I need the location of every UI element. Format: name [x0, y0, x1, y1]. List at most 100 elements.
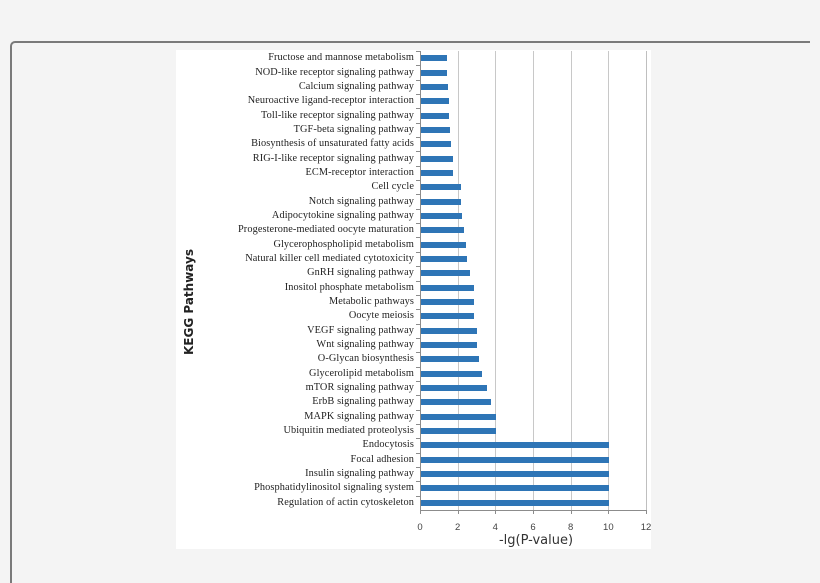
x-tick-label: 4: [492, 522, 498, 533]
y-tick-mark: [416, 122, 420, 124]
y-tick-mark: [416, 237, 420, 239]
x-tick-mark: [570, 510, 572, 514]
bar: [421, 413, 497, 420]
chart-figure: Fructose and mannose metabolism NOD-like …: [176, 50, 651, 549]
y-tick-mark: [416, 337, 420, 339]
bar: [421, 69, 448, 76]
frame-edge: [810, 36, 820, 46]
y-tick-mark: [416, 423, 420, 425]
y-axis-title: KEGG Pathways: [182, 249, 196, 356]
gridline: [570, 51, 572, 510]
category-label: GnRH signaling pathway: [307, 267, 414, 279]
bar: [421, 169, 454, 176]
bar: [421, 227, 465, 234]
y-tick-mark: [416, 481, 420, 483]
category-label: Inositol phosphate metabolism: [284, 281, 414, 293]
gridline: [608, 51, 610, 510]
category-label: ECM-receptor interaction: [305, 166, 414, 178]
y-tick-mark: [416, 395, 420, 397]
category-label: Wnt signaling pathway: [316, 339, 414, 351]
category-label: VEGF signaling pathway: [307, 324, 414, 336]
category-label: Endocytosis: [362, 439, 414, 451]
category-label: Adipocytokine signaling pathway: [271, 209, 414, 221]
category-label: RIG-I-like receptor signaling pathway: [252, 152, 414, 164]
x-tick-label: 12: [640, 522, 652, 533]
bar: [421, 370, 483, 377]
y-tick-mark: [416, 94, 420, 96]
bar: [421, 385, 487, 392]
x-tick-mark: [495, 510, 497, 514]
y-tick-mark: [416, 352, 420, 354]
bar: [421, 270, 470, 277]
y-tick-mark: [416, 180, 420, 182]
x-tick-mark: [457, 510, 459, 514]
bar: [421, 155, 454, 162]
y-tick-mark: [416, 266, 420, 268]
category-label: Phosphatidylinositol signaling system: [254, 482, 414, 494]
bar: [421, 284, 474, 291]
category-label: Natural killer cell mediated cytotoxicit…: [245, 252, 414, 264]
y-tick-mark: [416, 452, 420, 454]
category-label: Biosynthesis of unsaturated fatty acids: [251, 138, 414, 150]
category-label: Calcium signaling pathway: [298, 80, 414, 92]
category-label: Progesterone-mediated oocyte maturation: [237, 224, 414, 236]
bar: [421, 313, 474, 320]
bar: [421, 456, 610, 463]
x-tick-mark: [420, 510, 421, 514]
bar: [421, 327, 477, 334]
x-tick-mark: [646, 510, 647, 514]
gridline: [495, 51, 497, 510]
y-tick-mark: [416, 380, 420, 382]
category-label: ErbB signaling pathway: [312, 396, 414, 408]
category-label: Insulin signaling pathway: [305, 468, 414, 480]
bar: [421, 241, 467, 248]
bar: [421, 141, 452, 148]
bar: [421, 184, 462, 191]
category-label: Metabolic pathways: [328, 296, 414, 308]
gridline: [533, 51, 534, 510]
y-tick-mark: [416, 108, 420, 110]
category-label: Oocyte meiosis: [348, 310, 414, 322]
bar: [421, 442, 610, 449]
bar: [421, 255, 468, 262]
x-tick-label: 8: [568, 522, 574, 533]
y-tick-mark: [416, 366, 420, 368]
y-tick-mark: [416, 151, 420, 153]
y-tick-mark: [416, 223, 420, 225]
y-tick-mark: [416, 208, 420, 210]
y-tick-mark: [416, 79, 420, 81]
bar: [421, 83, 449, 90]
category-label: O-Glycan biosynthesis: [317, 353, 414, 365]
category-label: Toll-like receptor signaling pathway: [261, 109, 414, 121]
y-tick-mark: [416, 495, 420, 497]
x-tick-label: 10: [603, 522, 614, 533]
y-tick-mark: [416, 294, 420, 296]
bar: [421, 499, 610, 506]
y-axis-line: [420, 51, 421, 511]
category-label: Notch signaling pathway: [308, 195, 414, 207]
page-frame: [10, 41, 820, 583]
x-tick-label: 0: [417, 522, 423, 533]
y-tick-mark: [416, 309, 420, 311]
bar: [421, 112, 450, 119]
category-label: MAPK signaling pathway: [304, 410, 414, 422]
category-label: Ubiquitin mediated proteolysis: [283, 425, 414, 437]
category-label: Fructose and mannose metabolism: [268, 52, 414, 64]
bar: [421, 399, 491, 406]
category-label: Neuroactive ligand-receptor interaction: [247, 95, 414, 107]
bar: [421, 198, 462, 205]
x-tick-mark: [608, 510, 610, 514]
bar: [421, 471, 610, 478]
x-tick-label: 6: [530, 522, 536, 533]
category-label: NOD-like receptor signaling pathway: [255, 66, 414, 78]
y-tick-mark: [416, 438, 420, 440]
y-tick-mark: [416, 51, 420, 52]
category-label: Focal adhesion: [350, 453, 414, 465]
gridline: [457, 51, 459, 510]
x-tick-label: 2: [455, 522, 461, 533]
x-tick-mark: [533, 510, 534, 514]
bar: [421, 212, 463, 219]
y-tick-mark: [416, 194, 420, 196]
y-tick-mark: [416, 165, 420, 167]
plot-area: [420, 51, 647, 510]
